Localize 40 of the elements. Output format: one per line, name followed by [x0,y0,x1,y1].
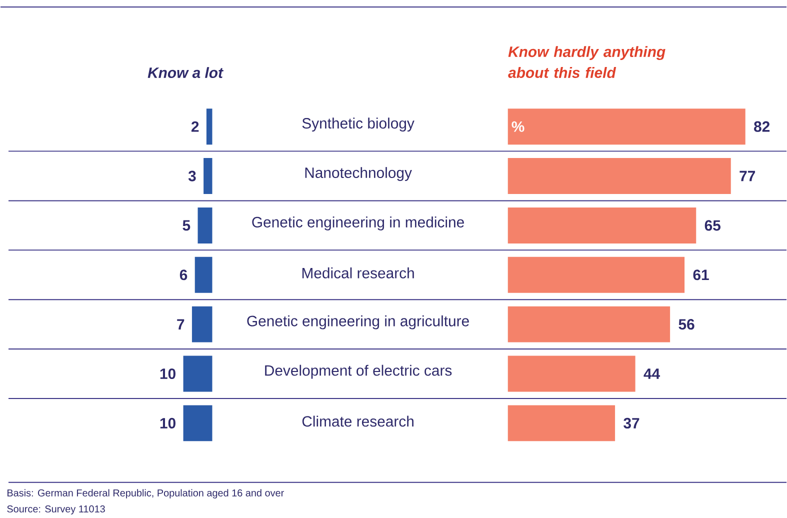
bar [508,158,731,194]
data-label: 77 [740,170,756,181]
bar [206,108,212,144]
bar [508,405,616,442]
data-label: 7 [177,319,184,330]
bar [194,256,212,293]
data-label: 10 [160,418,176,428]
y-tick-label: Nanotechnology [305,166,412,181]
bar [198,207,212,244]
data-label: 61 [693,269,709,280]
data-label: 3 [188,170,196,182]
bar [508,356,636,392]
bar [508,207,696,244]
data-label: 82 [754,121,770,132]
data-label: 10 [160,368,176,379]
data-label: 37 [624,418,640,428]
bar [204,158,212,194]
bar [183,356,212,392]
data-label: 56 [678,318,694,330]
bar [508,108,746,144]
text: Know hardly anything about this field [508,46,666,78]
y-tick-label: Medical research [302,267,414,278]
data-label: 5 [182,220,190,231]
bar [508,306,670,342]
y-tick-label: Synthetic biology [302,117,414,132]
text: Basis: German Federal Republic, Population aged 16 and over [8,488,284,498]
annotation: % [512,121,524,132]
bar [192,306,212,342]
data-label: 65 [704,220,720,231]
bar [183,405,212,442]
data-label: 6 [180,269,188,280]
bar [508,256,685,293]
y-tick-label: Genetic engineering in medicine [252,216,464,230]
y-tick-label: Climate research [302,416,414,427]
y-tick-label: Genetic engineering in agriculture [247,315,469,330]
data-label: 2 [191,121,199,132]
y-tick-label: Development of electric cars [265,364,452,379]
source-note: Source: Survey 11013 [7,505,105,514]
text: Know a lot [148,66,224,78]
data-label: 44 [644,368,660,379]
